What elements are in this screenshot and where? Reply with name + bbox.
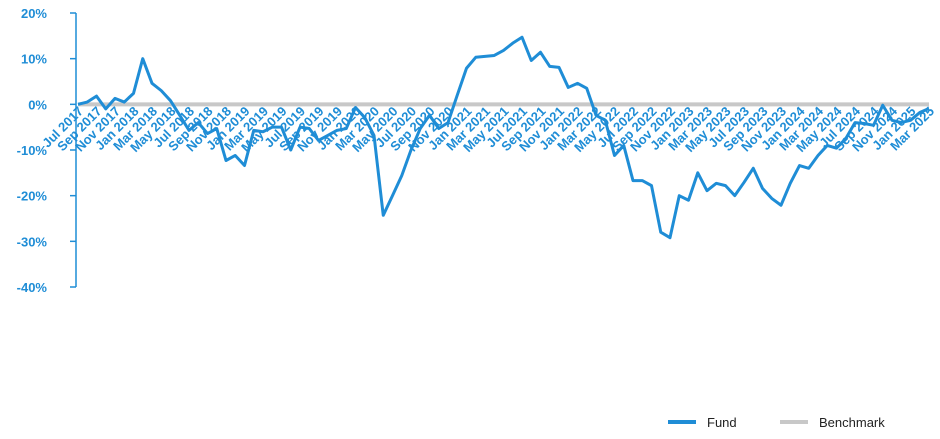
y-tick-label: -40% <box>17 280 48 295</box>
y-tick-label: -30% <box>17 234 48 249</box>
y-tick-label: 0% <box>28 97 47 112</box>
legend-label: Benchmark <box>819 415 885 430</box>
y-tick-label: 10% <box>21 52 47 67</box>
series-line <box>77 35 930 240</box>
y-tick-label: 20% <box>21 6 47 21</box>
y-tick-label: -20% <box>17 189 48 204</box>
y-tick-label: -10% <box>17 143 48 158</box>
legend-label: Fund <box>707 415 737 430</box>
